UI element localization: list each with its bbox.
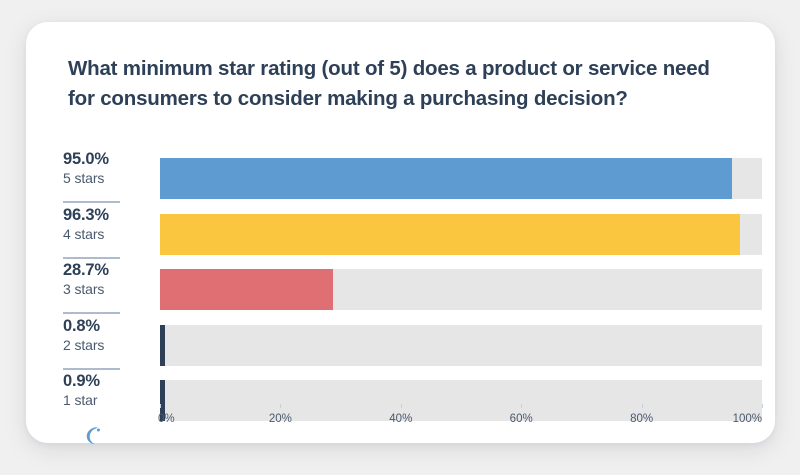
bar-track	[160, 158, 762, 199]
bar-value-label: 28.7%	[63, 261, 109, 279]
bar-row-label: 95.0% 5 stars	[56, 150, 130, 188]
label-separator	[63, 312, 120, 314]
bar-fill	[160, 324, 165, 366]
bar-row-label: 96.3% 4 stars	[56, 206, 130, 244]
bar-track	[160, 269, 762, 310]
bar-row: 0.9% 1 star	[56, 372, 762, 429]
bar-category-label: 5 stars	[63, 170, 105, 187]
bar-track	[160, 380, 762, 421]
bar-row: 96.3% 4 stars	[56, 206, 762, 263]
x-axis-tick-label: 0%	[158, 413, 175, 425]
bar-value-label: 95.0%	[63, 150, 109, 168]
bar-row-label: 0.8% 2 stars	[56, 317, 130, 355]
x-axis-tick-label: 80%	[630, 413, 654, 425]
label-separator	[63, 367, 120, 370]
bar-fill	[160, 213, 740, 255]
bar-fill	[160, 380, 166, 421]
bar-value-label: 96.3%	[63, 205, 109, 224]
bar-row-label: 28.7% 3 stars	[56, 261, 130, 299]
label-separator	[63, 201, 120, 203]
bar-fill	[160, 158, 732, 199]
x-axis: 0% 20% 40% 60% 80% 100%	[158, 404, 763, 432]
bar-track	[160, 213, 762, 255]
brand-swoosh-logo	[82, 424, 106, 448]
x-axis-tick-label: 100%	[732, 413, 762, 425]
chart-title: What minimum star rating (out of 5) does…	[68, 57, 710, 110]
bar-row: 0.8% 2 stars	[56, 317, 762, 374]
x-axis-tick-mark	[160, 404, 161, 408]
bar-row-label: 0.9% 1 star	[56, 372, 130, 410]
x-axis-tick-mark	[280, 404, 282, 408]
bar-value-label: 0.9%	[63, 372, 100, 390]
x-axis-tick-mark	[762, 404, 763, 408]
bar-category-label: 1 star	[63, 392, 98, 409]
bar-track	[160, 324, 762, 366]
x-axis-tick-mark	[400, 404, 402, 408]
x-axis-tick-mark	[641, 404, 643, 408]
bar-category-label: 2 stars	[63, 336, 105, 353]
bar-value-label: 0.8%	[63, 316, 100, 335]
label-separator	[63, 256, 120, 259]
x-axis-tick-mark	[521, 404, 523, 408]
x-axis-tick-label: 20%	[268, 413, 292, 425]
bar-row: 95.0% 5 stars	[56, 150, 762, 207]
bar-category-label: 3 stars	[63, 281, 105, 298]
chart-card: What minimum star rating (out of 5) does…	[26, 22, 775, 445]
bar-chart: 95.0% 5 stars 96.3% 4 stars 28.7% 3 stars 0.8%…	[26, 22, 775, 443]
x-axis-tick-label: 40%	[389, 413, 413, 425]
bar-category-label: 4 stars	[63, 225, 105, 242]
bar-fill	[160, 269, 333, 310]
x-axis-tick-label: 60%	[509, 413, 533, 425]
bar-row: 28.7% 3 stars	[56, 261, 762, 318]
